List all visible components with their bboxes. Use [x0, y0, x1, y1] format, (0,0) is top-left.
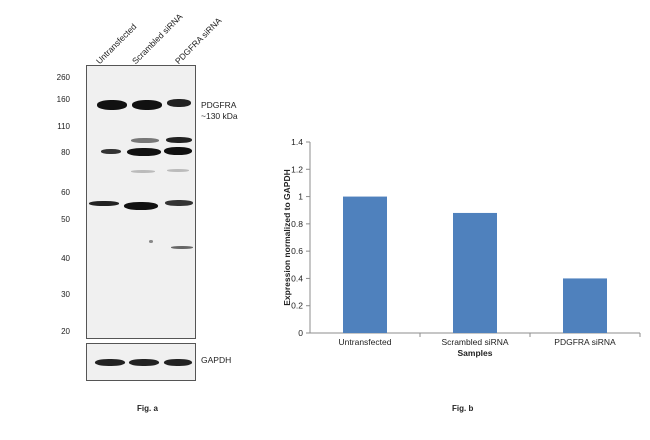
mw-marker-110: 110 — [57, 122, 70, 131]
mw-marker-60: 60 — [61, 188, 70, 197]
band-pdgfra-lane1 — [97, 100, 127, 110]
y-tick-label: 1.2 — [291, 164, 303, 174]
speck-lane2 — [149, 240, 153, 243]
x-tick-label: PDGFRA siRNA — [554, 337, 616, 347]
bar-0 — [343, 196, 387, 333]
band-55-lane3 — [165, 200, 193, 206]
x-axis-title: Samples — [458, 348, 493, 358]
y-tick-label: 1.4 — [291, 137, 303, 147]
y-tick-label: 0.2 — [291, 301, 303, 311]
mw-marker-160: 160 — [56, 95, 70, 104]
band-85-lane1 — [101, 149, 121, 154]
mw-marker-30: 30 — [61, 290, 70, 299]
y-tick-label: 1 — [298, 192, 303, 202]
band-55-lane1 — [89, 201, 119, 206]
y-tick-label: 0 — [298, 328, 303, 338]
band-85-lane3 — [164, 147, 192, 155]
bar-2 — [563, 278, 607, 333]
band-42-lane3 — [171, 246, 193, 249]
band-gapdh-lane1 — [95, 359, 125, 366]
mw-marker-40: 40 — [61, 254, 70, 263]
mw-marker-20: 20 — [61, 327, 70, 336]
x-tick-label: Untransfected — [339, 337, 392, 347]
x-tick-label: Scrambled siRNA — [441, 337, 508, 347]
pdgfra-label: PDGFRA — [201, 100, 237, 110]
y-tick-label: 0.8 — [291, 219, 303, 229]
mw-marker-50: 50 — [61, 215, 70, 224]
band-85-lane2 — [127, 148, 161, 156]
y-axis-title: Expression normalized to GAPDH — [282, 169, 292, 306]
bar-1 — [453, 212, 497, 333]
band-100-lane2 — [131, 138, 159, 143]
y-tick-label: 0.4 — [291, 273, 303, 283]
band-55-lane2 — [124, 202, 158, 210]
band-gapdh-lane3 — [164, 359, 192, 366]
band-pdgfra-lane2 — [132, 100, 162, 110]
pdgfra-size-label: ~130 kDa — [201, 111, 238, 121]
band-gapdh-lane2 — [129, 359, 159, 366]
band-70-lane3 — [167, 169, 189, 172]
mw-marker-80: 80 — [61, 148, 70, 157]
mw-marker-260: 260 — [56, 73, 70, 82]
western-blot-gapdh — [86, 343, 196, 381]
y-tick-label: 0.6 — [291, 246, 303, 256]
gapdh-label: GAPDH — [201, 355, 232, 365]
western-blot-main — [86, 65, 196, 339]
band-70-lane2 — [131, 170, 155, 173]
band-pdgfra-lane3 — [167, 99, 191, 107]
fig-b-caption: Fig. b — [452, 404, 474, 413]
fig-a-caption: Fig. a — [137, 404, 158, 413]
band-100-lane3 — [166, 137, 192, 143]
